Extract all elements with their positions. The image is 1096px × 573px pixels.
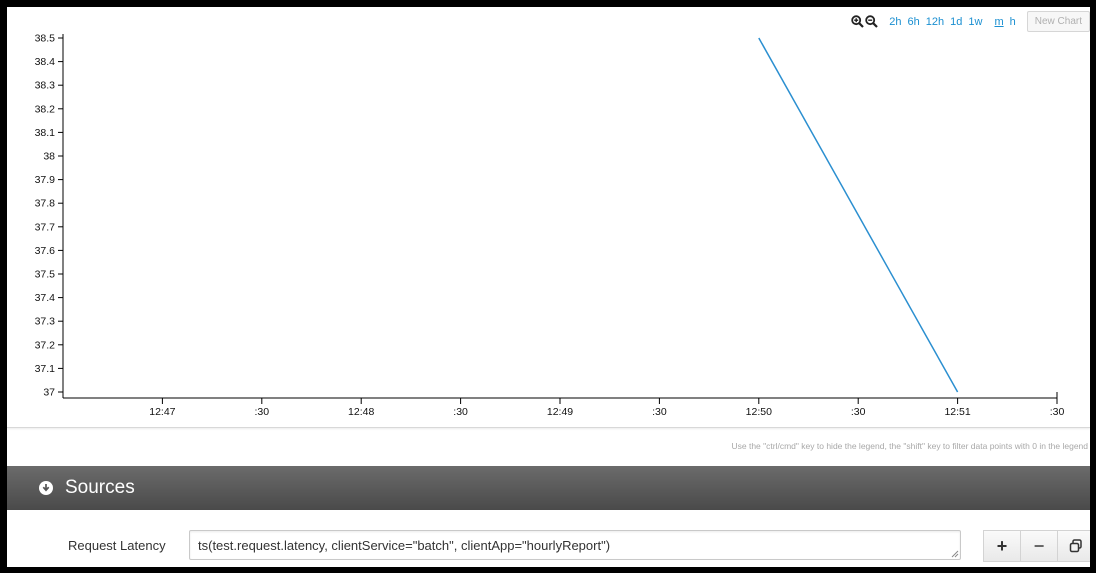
source-actions: + −	[983, 530, 1090, 562]
x-tick-label: 12:48	[348, 406, 374, 418]
unit-hours[interactable]: h	[1009, 15, 1016, 28]
range-2h[interactable]: 2h	[889, 15, 902, 28]
query-input[interactable]: ts(test.request.latency, clientService="…	[189, 530, 961, 560]
circle-down-arrow-icon[interactable]	[39, 481, 53, 495]
sources-title: Sources	[65, 477, 135, 498]
new-chart-button[interactable]: New Chart	[1026, 11, 1090, 32]
x-tick-label: 12:49	[547, 406, 573, 418]
range-1d[interactable]: 1d	[950, 15, 963, 28]
x-tick-label: 12:51	[944, 406, 970, 418]
sources-header[interactable]: Sources	[7, 466, 1090, 510]
zoom-controls	[851, 15, 879, 28]
x-tick-label: :30	[851, 406, 866, 418]
line-chart: 38.5 38.4 38.3 38.2 38.1 38 37.9 37.8 37.7 37.6 37…	[35, 33, 1065, 419]
resize-handle-icon[interactable]	[951, 550, 959, 558]
add-source-button[interactable]: +	[983, 530, 1021, 562]
y-tick-label: 38.4	[35, 56, 56, 68]
app-frame: 38.5 38.4 38.3 38.2 38.1 38 37.9 37.8 37.7 37.6 37…	[7, 7, 1090, 567]
zoom-in-icon[interactable]	[851, 15, 865, 28]
y-tick-label: 37.6	[35, 245, 56, 257]
y-tick-label: 38	[43, 151, 55, 163]
unit-minutes[interactable]: m	[994, 15, 1004, 28]
range-12h[interactable]: 12h	[925, 15, 945, 28]
x-tick-label: :30	[1050, 406, 1065, 418]
y-tick-label: 37.4	[35, 292, 56, 304]
range-1w[interactable]: 1w	[968, 15, 983, 28]
x-tick-label: :30	[254, 406, 269, 418]
series-line-0	[758, 37, 959, 393]
y-tick-label: 37.5	[35, 269, 56, 281]
x-tick-label: 12:47	[149, 406, 175, 418]
y-tick-label: 38.2	[35, 103, 56, 115]
zoom-out-icon[interactable]	[865, 15, 879, 28]
legend-hint: Use the "ctrl/cmd" key to hide the legen…	[731, 441, 1088, 451]
range-6h[interactable]: 6h	[907, 15, 920, 28]
copy-source-button[interactable]	[1057, 530, 1090, 562]
y-tick-label: 38.3	[35, 80, 56, 92]
x-tick-label: :30	[652, 406, 667, 418]
y-tick-label: 37.3	[35, 316, 56, 328]
y-tick-label: 37.9	[35, 174, 56, 186]
y-tick-label: 38.5	[35, 33, 56, 45]
y-tick-label: 37.2	[35, 339, 56, 351]
source-label[interactable]: Request Latency	[68, 538, 166, 553]
chart-panel: 38.5 38.4 38.3 38.2 38.1 38 37.9 37.8 37.7 37.6 37…	[7, 7, 1090, 428]
y-tick-label: 37.8	[35, 198, 56, 210]
copy-icon	[1069, 539, 1082, 553]
y-tick-label: 37	[43, 387, 55, 399]
y-tick-label: 37.7	[35, 221, 56, 233]
query-text: ts(test.request.latency, clientService="…	[198, 538, 611, 553]
x-tick-label: :30	[453, 406, 468, 418]
source-row: Request Latency ts(test.request.latency,…	[7, 523, 1090, 563]
y-tick-label: 38.1	[35, 127, 56, 139]
chart-toolbar: 2h 6h 12h 1d 1w m h New Chart	[851, 11, 1090, 32]
x-tick-label: 12:50	[746, 406, 772, 418]
y-tick-label: 37.1	[35, 363, 56, 375]
remove-source-button[interactable]: −	[1020, 530, 1058, 562]
